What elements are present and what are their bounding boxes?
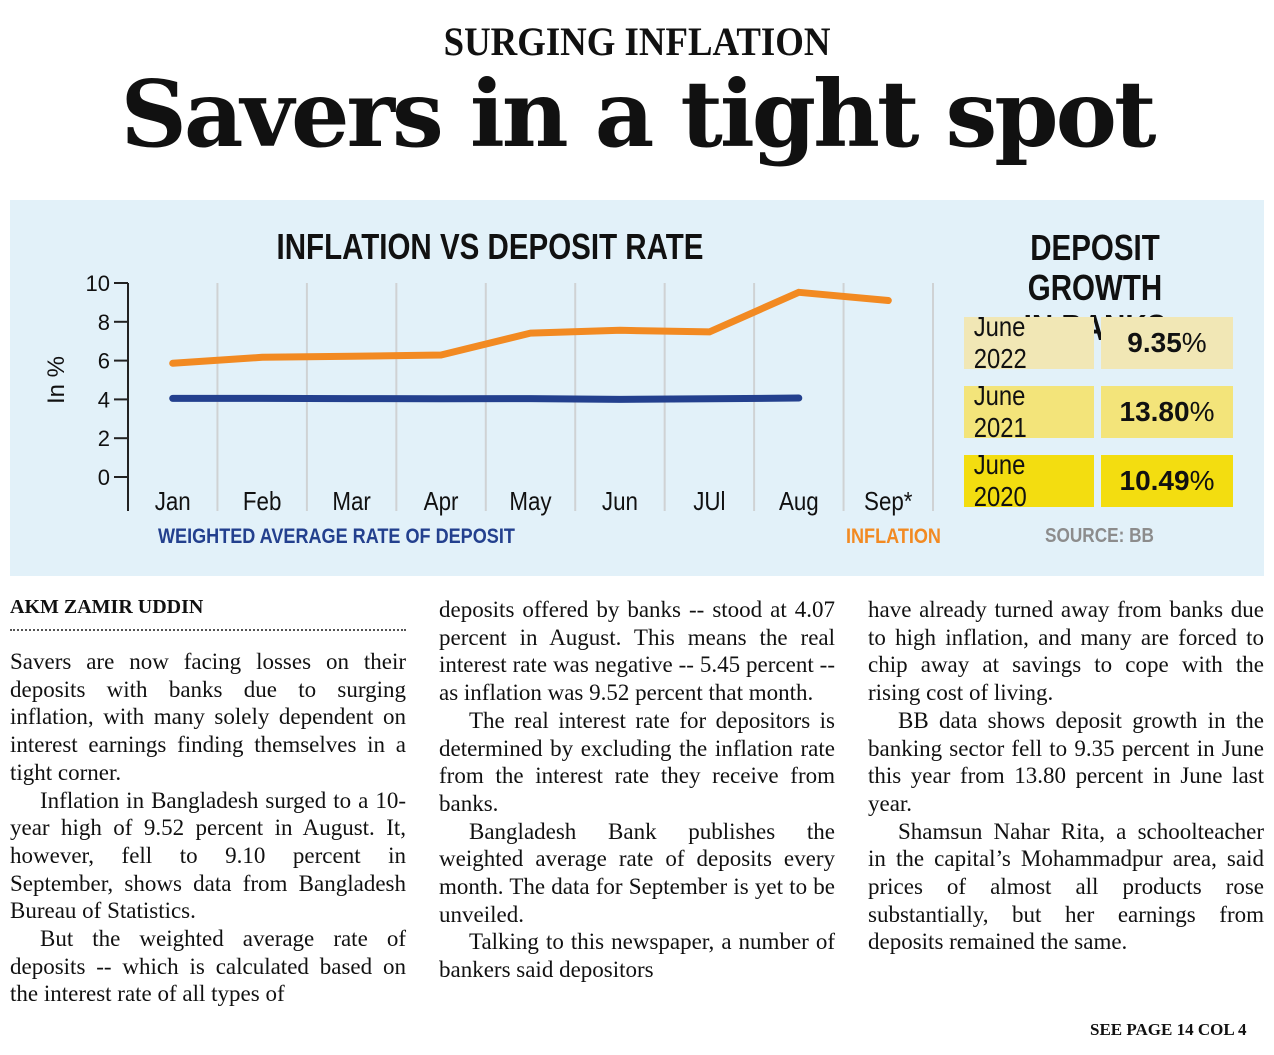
y-tick-label: 6 [98,349,110,374]
deposit-growth-label: June 2020 [964,449,1094,512]
legend-inflation: INFLATION [846,525,941,548]
line-chart: 0 2 4 6 8 10 In % Jan Feb Mar Apr May Jun JUl Aug Sep* [43,271,934,516]
source-note: SOURCE: BB [1045,525,1154,547]
paragraph: have already turned away from banks due … [868,597,1264,706]
deposit-growth-unit: % [1181,327,1207,358]
deposit-growth-number: 9.35 [1127,327,1182,358]
x-tick-label: Feb [243,487,282,516]
kicker: SURGING INFLATION [443,19,831,64]
article-column-1: Savers are now facing losses on their de… [10,648,406,1008]
x-tick-label: Jun [602,487,638,516]
paragraph: The real interest rate for depositors is… [439,707,835,816]
x-tick-label: Jan [155,487,191,516]
deposit-growth-label: June 2022 [964,311,1094,374]
deposit-growth-period: June 2020 [973,449,1027,512]
deposit-growth-number: 13.80 [1119,396,1190,427]
chart-title: INFLATION VS DEPOSIT RATE [276,226,704,267]
y-axis-title: In % [43,356,70,404]
y-tick-label: 0 [98,465,110,490]
paragraph: BB data shows deposit growth in the bank… [868,707,1264,816]
deposit-growth-value: 10.49% [1101,455,1233,507]
y-tick-label: 4 [98,387,110,412]
paragraph: Inflation in Bangladesh surged to a 10-y… [10,787,406,924]
x-tick-label: Apr [424,487,459,516]
paragraph: Talking to this newspaper, a number of b… [439,929,835,983]
deposit-growth-row: June 2022 9.35% [964,311,1234,374]
deposit-growth-value: 9.35% [1101,317,1233,369]
deposit-growth-row: June 2021 13.80% [964,380,1234,443]
y-tick-label: 10 [86,271,110,296]
article-column-2: deposits offered by banks -- stood at 4.… [439,596,835,984]
deposit-rate-line [169,394,803,403]
inflation-line [169,288,892,367]
legend-deposit-rate: WEIGHTED AVERAGE RATE OF DEPOSIT [158,525,515,548]
deposit-growth-title-line1: DEPOSIT GROWTH [1027,227,1163,308]
deposit-growth-label: June 2021 [964,380,1094,443]
x-tick-label: JUl [693,487,725,516]
x-tick-label: Mar [332,487,370,516]
deposit-growth-period: June 2021 [973,380,1027,443]
paragraph: But the weighted average rate of deposit… [10,926,406,1007]
deposit-growth-value: 13.80% [1101,386,1233,438]
y-tick-label: 2 [98,426,110,451]
y-tick-label: 8 [98,310,110,335]
deposit-growth-number: 10.49 [1119,465,1190,496]
paragraph: deposits offered by banks -- stood at 4.… [439,597,835,706]
headline: Savers in a tight spot [120,60,1156,168]
byline: AKM ZAMIR UDDIN [10,596,406,631]
x-tick-label: May [509,487,552,516]
article-column-3: have already turned away from banks due … [868,596,1264,956]
paragraph: Bangladesh Bank publishes the weighted a… [439,818,835,927]
paragraph: Savers are now facing losses on their de… [10,649,406,785]
deposit-growth-unit: % [1189,396,1215,427]
deposit-growth-period: June 2022 [973,311,1027,374]
deposit-growth-unit: % [1189,465,1215,496]
deposit-growth-row: June 2020 10.49% [964,449,1234,512]
continuation-note: SEE PAGE 14 COL 4 [1090,1020,1247,1039]
x-tick-label: Sep* [864,487,913,516]
paragraph: Shamsun Nahar Rita, a schoolteacher in t… [868,818,1264,955]
x-tick-label: Aug [779,487,819,516]
